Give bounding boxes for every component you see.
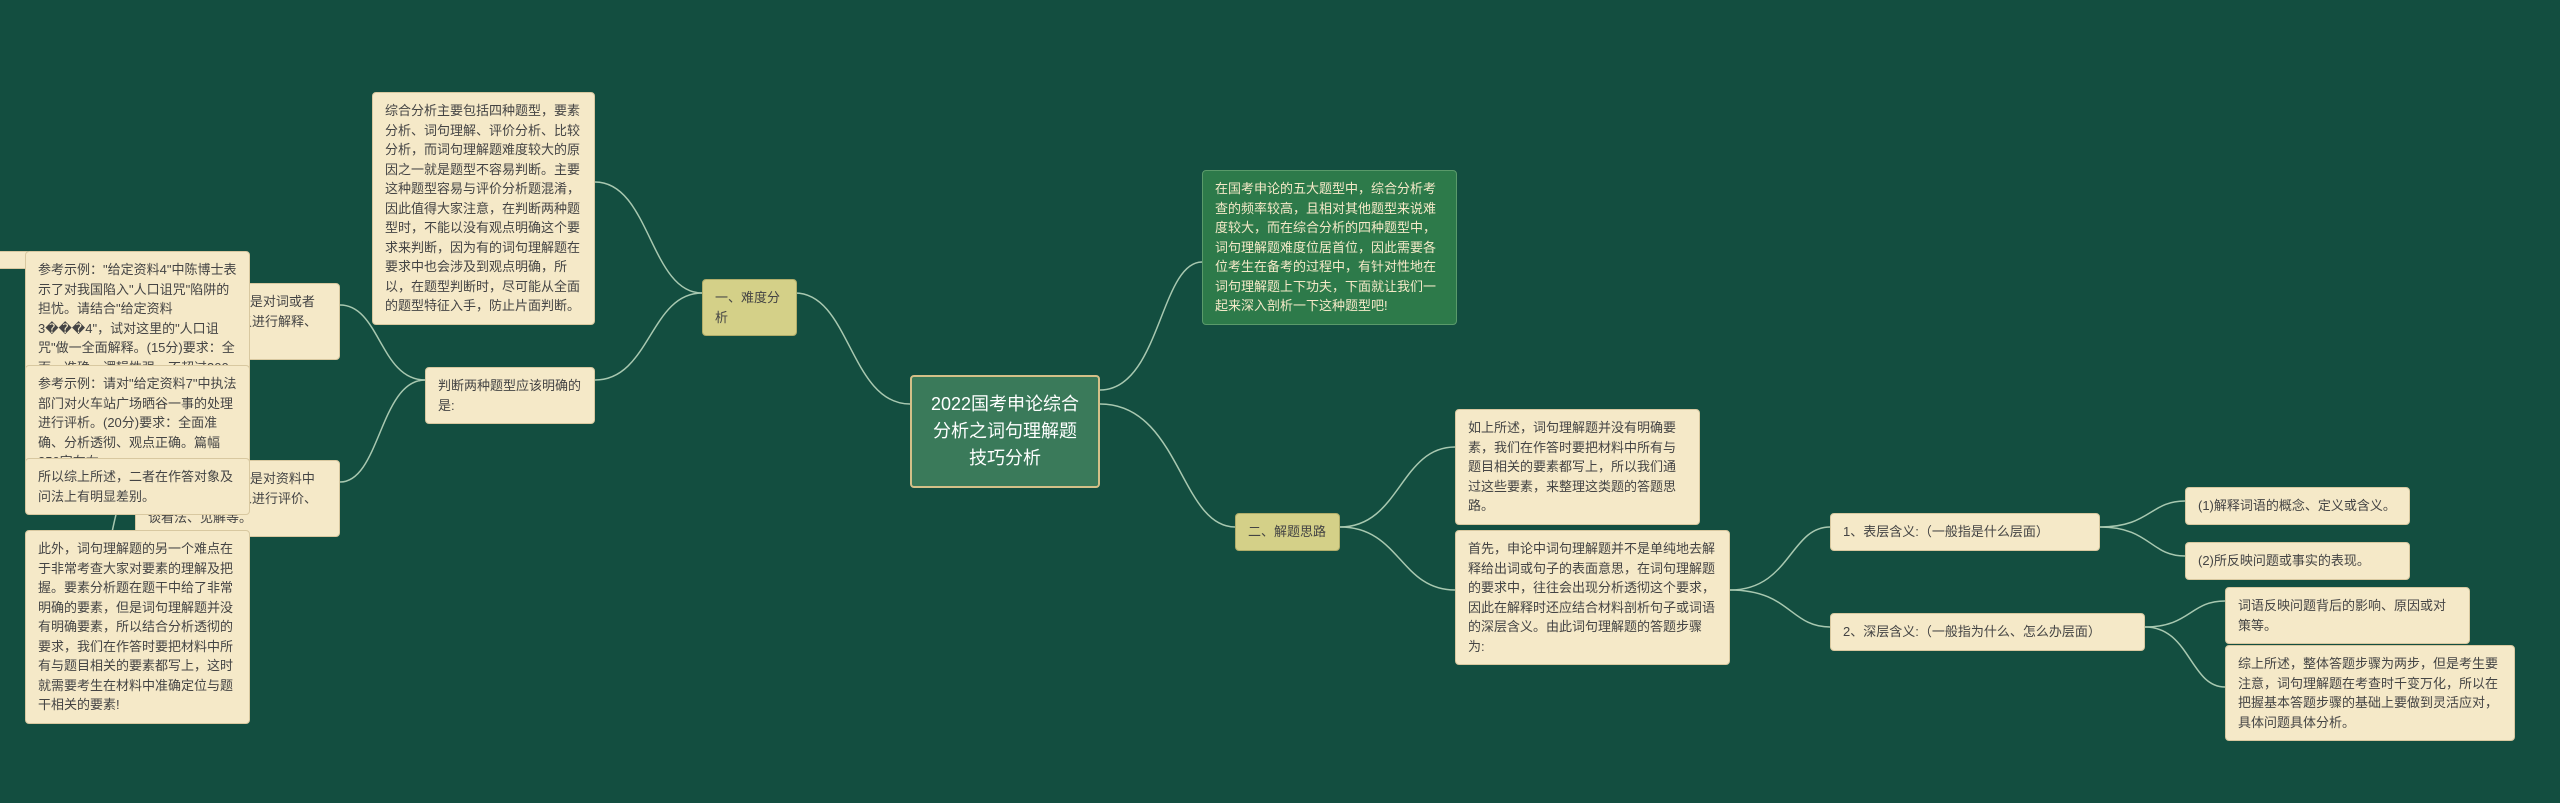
branch-2[interactable]: 二、解题思路 xyxy=(1235,513,1340,551)
b1-main: 综合分析主要包括四种题型，要素分析、词句理解、评价分析、比较分析，而词句理解题难… xyxy=(372,92,595,325)
branch-1[interactable]: 一、难度分析 xyxy=(702,279,797,336)
intro-box: 在国考申论的五大题型中，综合分析考查的频率较高，且相对其他题型来说难度较大，而在… xyxy=(1202,170,1457,325)
b2-p1: 如上所述，词句理解题并没有明确要素，我们在作答时要把材料中所有与题目相关的要素都… xyxy=(1455,409,1700,525)
b2-s2-a: 词语反映问题背后的影响、原因或对策等。 xyxy=(2225,587,2470,644)
b1-p2-example2: 所以综上所述，二者在作答对象及问法上有明显差别。 xyxy=(25,458,250,515)
b2-p2: 首先，申论中词句理解题并不是单纯地去解释给出词或句子的表面意思，在词句理解题的要… xyxy=(1455,530,1730,665)
b2-s2: 2、深层含义:（一般指为什么、怎么办层面） xyxy=(1830,613,2145,651)
b2-s1-b: (2)所反映问题或事实的表现。 xyxy=(2185,542,2410,580)
b2-conclusion: 综上所述，整体答题步骤为两步，但是考生要注意，词句理解题在考查时千变万化，所以在… xyxy=(2225,645,2515,741)
b2-s1-a: (1)解释词语的概念、定义或含义。 xyxy=(2185,487,2410,525)
b1-extra: 此外，词句理解题的另一个难点在于非常考查大家对要素的理解及把握。要素分析题在题干… xyxy=(25,530,250,724)
root-node[interactable]: 2022国考申论综合分析之词句理解题技巧分析 xyxy=(910,375,1100,488)
b2-s1: 1、表层含义:（一般指是什么层面） xyxy=(1830,513,2100,551)
b1-sub: 判断两种题型应该明确的是: xyxy=(425,367,595,424)
